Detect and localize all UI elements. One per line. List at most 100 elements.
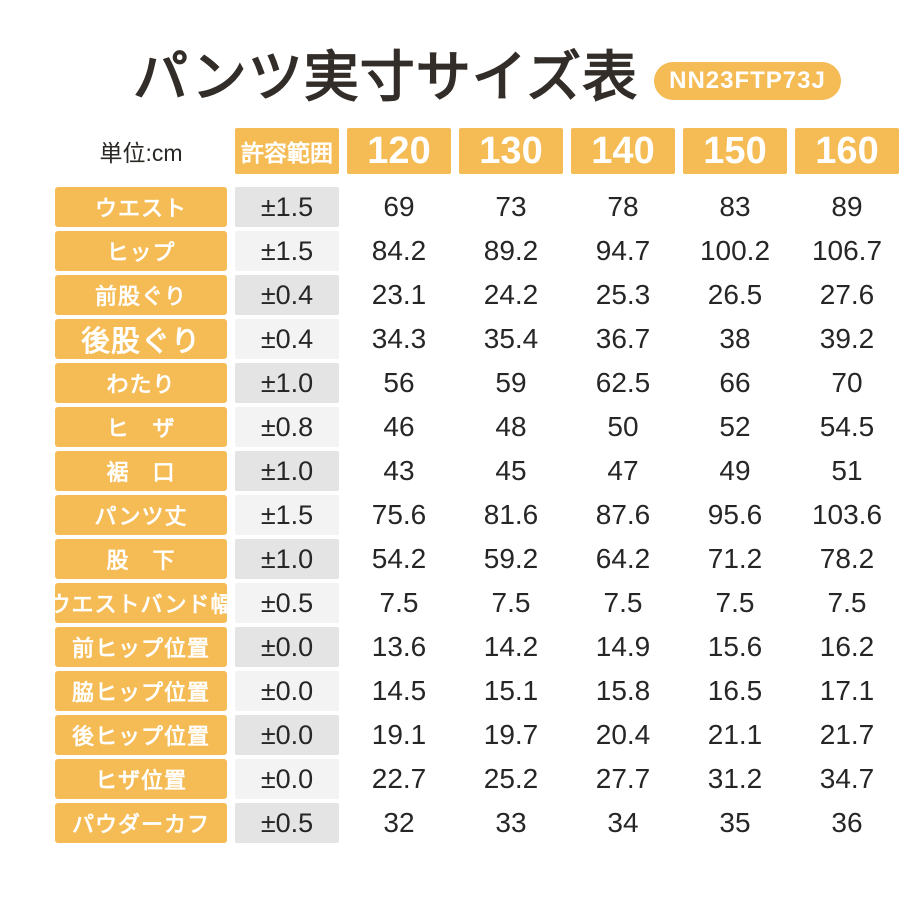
size-value: 69 [347, 187, 451, 227]
table-row-back-hip-position: 後ヒップ位置 ±0.0 19.1 19.7 20.4 21.1 21.7 [55, 715, 899, 755]
size-value: 70 [795, 363, 899, 403]
size-value: 78 [571, 187, 675, 227]
size-value: 15.1 [459, 671, 563, 711]
size-value: 14.2 [459, 627, 563, 667]
measurement-label: 股 下 [55, 539, 227, 579]
size-header-160: 160 [795, 128, 899, 174]
measurement-label: 脇ヒップ位置 [55, 671, 227, 711]
size-value: 56 [347, 363, 451, 403]
table-row-front-rise: 前股ぐり ±0.4 23.1 24.2 25.3 26.5 27.6 [55, 275, 899, 315]
size-value: 54.5 [795, 407, 899, 447]
size-value: 7.5 [683, 583, 787, 623]
size-header-140: 140 [571, 128, 675, 174]
table-row-back-rise: 後股ぐり ±0.4 34.3 35.4 36.7 38 39.2 [55, 319, 899, 359]
measurement-label: 前ヒップ位置 [55, 627, 227, 667]
size-value: 45 [459, 451, 563, 491]
size-value: 25.3 [571, 275, 675, 315]
table-row-front-hip-position: 前ヒップ位置 ±0.0 13.6 14.2 14.9 15.6 16.2 [55, 627, 899, 667]
size-value: 22.7 [347, 759, 451, 799]
size-value: 15.6 [683, 627, 787, 667]
measurement-label: ヒ ザ [55, 407, 227, 447]
size-value: 103.6 [795, 495, 899, 535]
measurement-label: わたり [55, 363, 227, 403]
table-header-row: 単位:cm 許容範囲 120 130 140 150 160 [55, 128, 899, 174]
measurement-label: 前股ぐり [55, 275, 227, 315]
size-value: 48 [459, 407, 563, 447]
measurement-label: パウダーカフ [55, 803, 227, 843]
size-value: 59 [459, 363, 563, 403]
size-value: 47 [571, 451, 675, 491]
size-value: 89 [795, 187, 899, 227]
size-value: 19.7 [459, 715, 563, 755]
size-value: 38 [683, 319, 787, 359]
size-value: 89.2 [459, 231, 563, 271]
measurement-label: ヒザ位置 [55, 759, 227, 799]
measurement-label: 後ヒップ位置 [55, 715, 227, 755]
size-value: 81.6 [459, 495, 563, 535]
size-value: 64.2 [571, 539, 675, 579]
size-value: 71.2 [683, 539, 787, 579]
tolerance-value: ±1.5 [235, 495, 339, 535]
tolerance-value: ±0.0 [235, 627, 339, 667]
size-value: 32 [347, 803, 451, 843]
size-value: 7.5 [459, 583, 563, 623]
size-value: 106.7 [795, 231, 899, 271]
table-row-knee-position: ヒザ位置 ±0.0 22.7 25.2 27.7 31.2 34.7 [55, 759, 899, 799]
tolerance-value: ±1.0 [235, 363, 339, 403]
size-value: 78.2 [795, 539, 899, 579]
size-value: 54.2 [347, 539, 451, 579]
table-row-inseam: 股 下 ±1.0 54.2 59.2 64.2 71.2 78.2 [55, 539, 899, 579]
size-header-150: 150 [683, 128, 787, 174]
size-value: 75.6 [347, 495, 451, 535]
tolerance-value: ±0.8 [235, 407, 339, 447]
size-value: 49 [683, 451, 787, 491]
tolerance-value: ±1.5 [235, 231, 339, 271]
tolerance-value: ±0.4 [235, 319, 339, 359]
size-value: 24.2 [459, 275, 563, 315]
size-value: 26.5 [683, 275, 787, 315]
size-value: 46 [347, 407, 451, 447]
size-value: 21.7 [795, 715, 899, 755]
size-table: 単位:cm 許容範囲 120 130 140 150 160 ウエスト ±1.5… [48, 128, 899, 847]
size-value: 34.7 [795, 759, 899, 799]
tolerance-value: ±1.0 [235, 451, 339, 491]
unit-label: 単位:cm [99, 140, 183, 166]
size-value: 39.2 [795, 319, 899, 359]
size-value: 66 [683, 363, 787, 403]
size-value: 50 [571, 407, 675, 447]
table-row-powder-cuff: パウダーカフ ±0.5 32 33 34 35 36 [55, 803, 899, 843]
size-value: 62.5 [571, 363, 675, 403]
size-header-130: 130 [459, 128, 563, 174]
size-value: 87.6 [571, 495, 675, 535]
table-row-waistband-width: ウエストバンド幅 ±0.5 7.5 7.5 7.5 7.5 7.5 [48, 583, 899, 623]
size-value: 19.1 [347, 715, 451, 755]
table-row-hip: ヒップ ±1.5 84.2 89.2 94.7 100.2 106.7 [55, 231, 899, 271]
measurement-label: 後股ぐり [55, 319, 227, 359]
size-header-120: 120 [347, 128, 451, 174]
size-value: 20.4 [571, 715, 675, 755]
size-value: 7.5 [347, 583, 451, 623]
measurement-label: ウエスト [55, 187, 227, 227]
size-value: 7.5 [795, 583, 899, 623]
tolerance-value: ±1.0 [235, 539, 339, 579]
size-value: 16.5 [683, 671, 787, 711]
measurement-label: ヒップ [55, 231, 227, 271]
size-value: 59.2 [459, 539, 563, 579]
size-value: 33 [459, 803, 563, 843]
measurement-label: ウエストバンド幅 [48, 583, 233, 623]
size-value: 27.7 [571, 759, 675, 799]
size-value: 27.6 [795, 275, 899, 315]
size-value: 31.2 [683, 759, 787, 799]
size-value: 23.1 [347, 275, 451, 315]
tolerance-value: ±0.0 [235, 715, 339, 755]
size-value: 25.2 [459, 759, 563, 799]
table-row-pants-length: パンツ丈 ±1.5 75.6 81.6 87.6 95.6 103.6 [55, 495, 899, 535]
tolerance-value: ±0.0 [235, 759, 339, 799]
tolerance-value: ±1.5 [235, 187, 339, 227]
measurement-label: 裾 口 [55, 451, 227, 491]
size-value: 34.3 [347, 319, 451, 359]
size-value: 52 [683, 407, 787, 447]
model-number-badge: NN23FTP73J [654, 62, 841, 100]
size-value: 95.6 [683, 495, 787, 535]
size-value: 35.4 [459, 319, 563, 359]
